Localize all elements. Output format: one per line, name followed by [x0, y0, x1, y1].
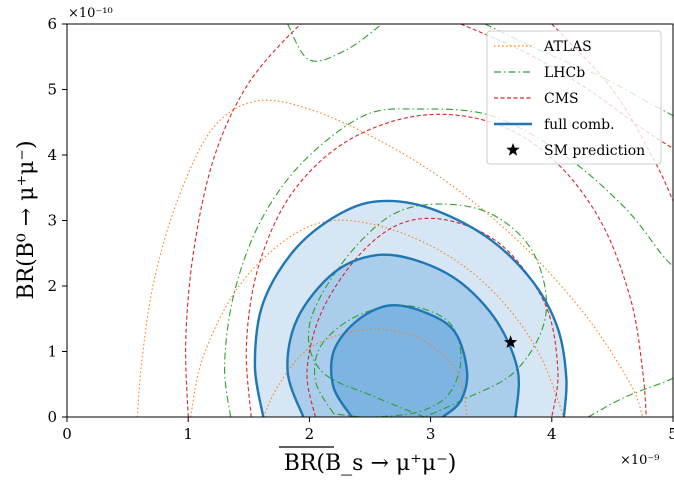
- x-axis-ticks: 0 1 2 3 4 5: [62, 417, 674, 443]
- lhcb-contour-middle: [307, 203, 548, 417]
- y-tick-label: 1: [47, 343, 57, 361]
- y-tick-label: 6: [47, 15, 57, 33]
- cms-contour-outer-mid: [245, 113, 647, 417]
- legend-item-atlas: ATLAS: [494, 39, 592, 55]
- markers: [503, 335, 518, 348]
- x-axis-label: BR(B_s → μ⁺μ⁻): [284, 451, 457, 476]
- legend-item-lhcb: LHCb: [494, 65, 585, 81]
- full-comb-contour-1sigma: [329, 304, 469, 417]
- atlas-contour-inner: [262, 328, 468, 417]
- sm-prediction-star: [503, 335, 518, 348]
- legend-item-full-comb: full comb.: [494, 117, 615, 133]
- y-tick-label: 0: [47, 408, 57, 426]
- legend-label-cms: CMS: [544, 91, 579, 107]
- legend-label-atlas: ATLAS: [543, 39, 592, 55]
- x-tick-label: 3: [426, 425, 436, 443]
- y-tick-label: 3: [47, 212, 57, 230]
- x-tick-label: 5: [668, 425, 674, 443]
- y-scale-label: ×10⁻¹⁰: [68, 6, 113, 21]
- legend-item-cms: CMS: [494, 91, 579, 107]
- legend-label-sm-prediction: SM prediction: [544, 143, 645, 159]
- full-comb-contour-2sigma: [286, 253, 521, 417]
- full-comb-fill-1sigma: [331, 305, 468, 417]
- star-icon: [506, 143, 520, 156]
- legend-label-full-comb: full comb.: [544, 117, 615, 133]
- legend-label-lhcb: LHCb: [544, 65, 585, 81]
- atlas-contour-middle: [190, 219, 565, 417]
- x-tick-label: 4: [547, 425, 557, 443]
- y-axis-label: BR(B⁰ → μ⁺μ⁻): [14, 140, 39, 299]
- x-scale-label: ×10⁻⁹: [620, 453, 660, 468]
- legend-item-sm-prediction: SM prediction: [506, 143, 645, 159]
- legend-box: [486, 30, 662, 165]
- lhcb-contour-outer: [224, 108, 673, 417]
- lhcb-contour-inner: [314, 304, 462, 417]
- cms-contour-outer: [185, 24, 310, 417]
- atlas-contour-outer: [136, 99, 644, 417]
- confidence-region-fills: [254, 200, 567, 417]
- legend: ATLAS LHCb CMS full comb. SM prediction: [486, 30, 662, 165]
- full-comb-contour-3sigma: [253, 199, 568, 417]
- lhcb-contour-outer-top: [287, 24, 383, 62]
- y-tick-label: 5: [47, 81, 57, 99]
- x-tick-label: 2: [305, 425, 315, 443]
- y-tick-label: 2: [47, 277, 57, 295]
- x-tick-label: 1: [183, 425, 193, 443]
- y-tick-label: 4: [47, 146, 57, 164]
- y-axis-ticks: 0 1 2 3 4 5 6: [47, 15, 67, 426]
- cms-contour-inner: [306, 217, 559, 417]
- x-tick-label: 0: [62, 425, 72, 443]
